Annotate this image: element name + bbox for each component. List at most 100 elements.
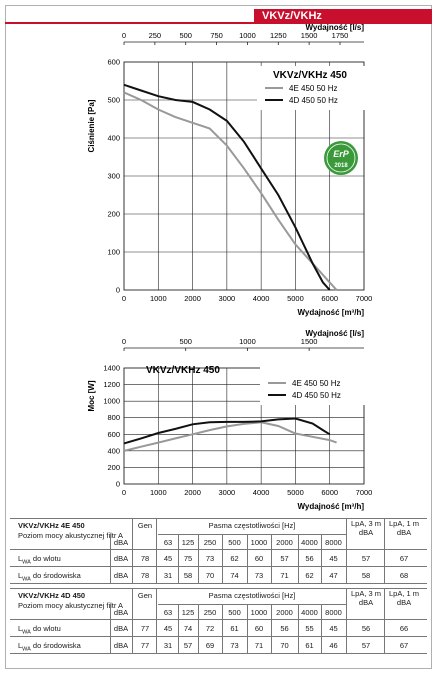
band-value: 71 <box>254 641 264 650</box>
freq-header: 500 <box>228 538 241 547</box>
table-rule <box>132 518 133 583</box>
table-rule <box>384 588 385 653</box>
table-rule <box>271 534 272 583</box>
top-axis-tick-label: 1250 <box>270 31 287 40</box>
band-value: 46 <box>329 641 338 650</box>
plot-frame <box>123 367 365 485</box>
x-tick-label: 3000 <box>219 488 236 497</box>
band-value: 31 <box>163 571 173 580</box>
chart-title: VKVz/VKHz 450 <box>146 365 220 376</box>
band-header: Pasma częstotliwości [Hz] <box>208 591 296 600</box>
legend-label: 4E 450 50 Hz <box>289 84 337 93</box>
table-rule <box>10 549 427 550</box>
table-rule <box>321 534 322 583</box>
lpa3-value: 57 <box>361 641 371 650</box>
band-value: 56 <box>305 554 314 563</box>
lpa3-header: LpA, 3 m <box>350 519 381 528</box>
freq-header: 1000 <box>250 538 268 547</box>
table-model-title: VKVz/VKHz 4D 450 <box>18 591 86 600</box>
freq-header: 8000 <box>325 538 342 547</box>
acoustic-table-4e: VKVz/VKHz 4E 450 Poziom mocy akustycznej … <box>0 518 437 588</box>
legend-label: 4D 450 50 Hz <box>292 391 341 400</box>
page-frame <box>5 5 432 669</box>
table-rule <box>10 619 427 620</box>
table-rule <box>110 604 111 653</box>
band-value: 69 <box>205 641 215 650</box>
table-rule <box>178 534 179 583</box>
x-tick-label: 1000 <box>150 294 167 303</box>
top-axis-tick-label: 1000 <box>239 31 256 40</box>
table-rule <box>132 588 133 653</box>
lpa1-unit: dBA <box>396 528 412 537</box>
band-value: 73 <box>205 554 215 563</box>
row-label-rest: do wlotu <box>30 624 61 633</box>
band-value: 31 <box>163 641 173 650</box>
band-value: 62 <box>305 571 314 580</box>
table-rule <box>346 588 347 653</box>
row-unit: dBA <box>113 624 129 633</box>
top-axis-tick-label: 1750 <box>332 31 349 40</box>
top-axis-tick-label: 0 <box>122 31 126 40</box>
band-value: 45 <box>329 554 338 563</box>
row-label-sub: WA <box>22 576 31 583</box>
lpa1-value: 68 <box>399 571 409 580</box>
header-title: VKVz/VKHz <box>254 9 432 24</box>
badge-circle <box>324 141 358 175</box>
x-axis-title: Wydajność [m³/h] <box>297 308 364 317</box>
lpa3-unit: dBA <box>358 598 374 607</box>
y-tick-label: 600 <box>107 430 120 439</box>
pressure-chart: 0 1000 2000 3000 4000 5000 6000 700001002003004… <box>87 23 377 317</box>
freq-header: 500 <box>228 608 241 617</box>
row-label-main: L <box>18 554 23 563</box>
lpa1-header: LpA, 1 m <box>388 589 419 598</box>
top-axis-title: Wydajność [l/s] <box>305 23 364 32</box>
unit-header: dBA <box>113 538 129 547</box>
table-rule <box>222 604 223 653</box>
y-tick-label: 800 <box>107 413 120 422</box>
table-model-title: VKVz/VKHz 4E 450 <box>18 521 85 530</box>
header-rule <box>5 22 432 24</box>
x-axis-title: Wydajność [m³/h] <box>297 502 364 511</box>
freq-header: 63 <box>163 608 173 617</box>
row-label: LWA do środowiska <box>18 642 81 653</box>
table-rule <box>10 653 427 654</box>
x-tick-label: 2000 <box>184 488 201 497</box>
table-rule <box>10 636 427 637</box>
band-value: 45 <box>163 554 173 563</box>
power-chart: 0 1000 2000 3000 4000 5000 6000 700002004006008… <box>87 329 373 511</box>
band-value: 47 <box>329 571 338 580</box>
band-value: 45 <box>163 624 173 633</box>
top-axis-title: Wydajność [l/s] <box>305 329 364 338</box>
row-gen: 78 <box>140 554 150 563</box>
table-rule <box>178 604 179 653</box>
row-unit: dBA <box>113 641 129 650</box>
y-tick-label: 200 <box>107 463 120 472</box>
series-line-4d <box>123 417 331 445</box>
lpa3-value: 58 <box>361 571 371 580</box>
table-rule <box>247 604 248 653</box>
freq-header: 1000 <box>250 608 268 617</box>
x-tick-label: 5000 <box>287 488 304 497</box>
top-axis-tick-label: 1000 <box>239 337 256 346</box>
row-label: LWA do wlotu <box>18 555 61 566</box>
band-value: 70 <box>205 571 215 580</box>
top-axis-tick-label: 1500 <box>301 337 318 346</box>
y-axis-title: Ciśnienie [Pa] <box>87 99 96 152</box>
y-tick-label: 0 <box>116 286 120 295</box>
y-tick-label: 100 <box>107 248 120 257</box>
row-gen: 77 <box>140 641 150 650</box>
acoustic-table-4d: VKVz/VKHz 4D 450 Poziom mocy akustycznej … <box>0 588 437 658</box>
x-tick-label: 7000 <box>356 294 373 303</box>
table-rule <box>10 566 427 567</box>
band-value: 75 <box>183 554 193 563</box>
band-value: 71 <box>280 571 289 580</box>
row-label-rest: do środowiska <box>30 571 81 580</box>
top-axis-tick-label: 250 <box>149 31 162 40</box>
y-tick-label: 600 <box>107 58 120 67</box>
y-axis-title: Moc [W] <box>87 380 96 411</box>
top-axis-tick-label: 1500 <box>301 31 318 40</box>
lpa1-value: 66 <box>399 624 409 633</box>
table-rule <box>321 604 322 653</box>
row-gen: 78 <box>140 571 150 580</box>
series-line-4e <box>123 421 337 452</box>
